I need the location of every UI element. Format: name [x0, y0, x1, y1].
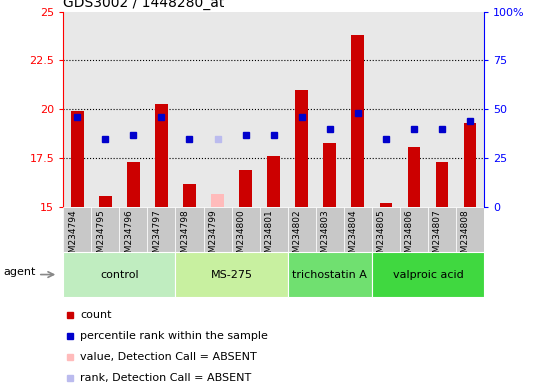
- Text: GSM234805: GSM234805: [377, 210, 386, 265]
- Text: GSM234796: GSM234796: [124, 210, 133, 265]
- Bar: [351, 35, 364, 207]
- Bar: [175, 252, 288, 297]
- Bar: [63, 207, 91, 253]
- Bar: [316, 207, 344, 253]
- Bar: [344, 207, 372, 253]
- Text: count: count: [80, 310, 112, 320]
- Bar: [372, 207, 400, 253]
- Text: control: control: [100, 270, 139, 280]
- Bar: [91, 207, 119, 253]
- Bar: [288, 207, 316, 253]
- Bar: [379, 204, 392, 207]
- Bar: [456, 207, 484, 253]
- Bar: [232, 207, 260, 253]
- Text: percentile rank within the sample: percentile rank within the sample: [80, 331, 268, 341]
- Bar: [147, 207, 175, 253]
- Text: GSM234804: GSM234804: [349, 210, 358, 264]
- Bar: [428, 207, 456, 253]
- Text: GSM234801: GSM234801: [265, 210, 274, 265]
- Text: value, Detection Call = ABSENT: value, Detection Call = ABSENT: [80, 352, 257, 362]
- Bar: [400, 207, 428, 253]
- Bar: [175, 207, 204, 253]
- Text: agent: agent: [3, 267, 36, 277]
- Bar: [408, 147, 420, 207]
- Text: rank, Detection Call = ABSENT: rank, Detection Call = ABSENT: [80, 373, 251, 383]
- Text: GSM234800: GSM234800: [236, 210, 245, 265]
- Text: GDS3002 / 1448280_at: GDS3002 / 1448280_at: [63, 0, 224, 10]
- Bar: [155, 104, 168, 207]
- Bar: [204, 207, 232, 253]
- Bar: [436, 162, 448, 207]
- Bar: [183, 184, 196, 207]
- Text: MS-275: MS-275: [211, 270, 252, 280]
- Bar: [119, 207, 147, 253]
- Bar: [99, 195, 112, 207]
- Bar: [211, 194, 224, 207]
- Text: GSM234799: GSM234799: [208, 210, 218, 265]
- Text: GSM234797: GSM234797: [152, 210, 162, 265]
- Bar: [63, 252, 175, 297]
- Bar: [372, 252, 484, 297]
- Text: GSM234802: GSM234802: [293, 210, 301, 264]
- Bar: [464, 123, 476, 207]
- Text: trichostatin A: trichostatin A: [292, 270, 367, 280]
- Bar: [71, 111, 84, 207]
- Text: GSM234806: GSM234806: [405, 210, 414, 265]
- Bar: [127, 162, 140, 207]
- Text: GSM234807: GSM234807: [433, 210, 442, 265]
- Text: GSM234808: GSM234808: [461, 210, 470, 265]
- Bar: [288, 252, 372, 297]
- Text: GSM234803: GSM234803: [321, 210, 330, 265]
- Bar: [323, 143, 336, 207]
- Bar: [239, 170, 252, 207]
- Text: GSM234794: GSM234794: [68, 210, 77, 264]
- Text: GSM234795: GSM234795: [96, 210, 106, 265]
- Bar: [260, 207, 288, 253]
- Bar: [295, 90, 308, 207]
- Bar: [267, 156, 280, 207]
- Text: GSM234798: GSM234798: [180, 210, 189, 265]
- Text: valproic acid: valproic acid: [393, 270, 463, 280]
